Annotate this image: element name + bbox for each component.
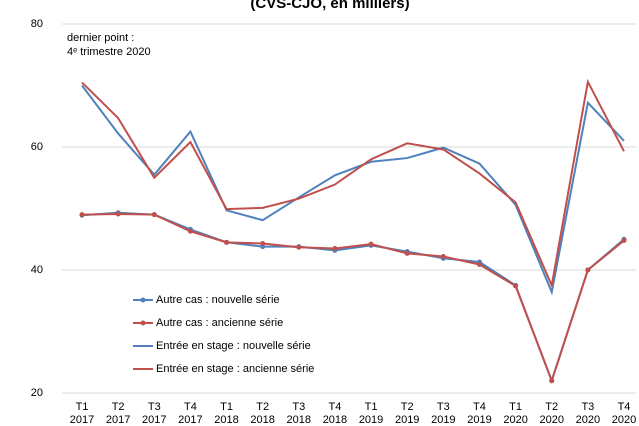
point: [296, 244, 302, 250]
line: [81, 213, 625, 384]
annotation: 4ᵉ trimestre 2020: [67, 46, 151, 58]
y-tick-label: 80: [31, 18, 43, 30]
x-tick-label: T1 2020: [503, 401, 527, 426]
point: [368, 241, 374, 247]
x-tick-label: T2 2020: [539, 401, 563, 426]
x-tick-label: T1 2018: [214, 401, 238, 426]
annotation: dernier point :: [67, 32, 134, 44]
x-tick-label: T4 2019: [467, 401, 491, 426]
point: [404, 250, 410, 256]
line: [81, 84, 625, 296]
legend-label: Entrée en stage : nouvelle série: [156, 340, 311, 352]
x-tick-label: T4 2020: [612, 401, 636, 426]
point: [332, 245, 338, 251]
point: [79, 212, 85, 218]
point: [115, 211, 121, 217]
point: [585, 267, 591, 273]
legend-marker: [140, 320, 146, 326]
point: [187, 228, 193, 234]
legend-label: Autre cas : nouvelle série: [156, 294, 280, 306]
legend-label: Autre cas : ancienne série: [156, 317, 283, 329]
point: [549, 378, 555, 384]
x-tick-label: T2 2017: [106, 401, 130, 426]
x-tick-label: T1 2017: [70, 401, 94, 426]
y-tick-label: 40: [31, 264, 43, 276]
x-tick-label: T3 2018: [287, 401, 311, 426]
legend-label: Entrée en stage : ancienne série: [156, 363, 314, 375]
x-tick-label: T3 2019: [431, 401, 455, 426]
y-tick-label: 60: [31, 141, 43, 153]
x-tick-label: T3 2020: [576, 401, 600, 426]
line: [81, 78, 625, 289]
x-tick-label: T2 2019: [395, 401, 419, 426]
x-tick-label: T2 2018: [250, 401, 274, 426]
legend-marker: [140, 297, 146, 303]
point: [621, 237, 627, 243]
point: [224, 239, 230, 245]
point: [476, 261, 482, 267]
point: [440, 253, 446, 259]
x-tick-label: T4 2017: [178, 401, 202, 426]
x-tick-label: T3 2017: [142, 401, 166, 426]
y-tick-label: 20: [31, 387, 43, 399]
point: [260, 241, 266, 247]
chart-title: (CVS-CJO, en milliers): [250, 0, 409, 12]
point: [151, 212, 157, 218]
point: [513, 283, 519, 289]
x-tick-label: T1 2019: [359, 401, 383, 426]
x-tick-label: T4 2018: [323, 401, 347, 426]
